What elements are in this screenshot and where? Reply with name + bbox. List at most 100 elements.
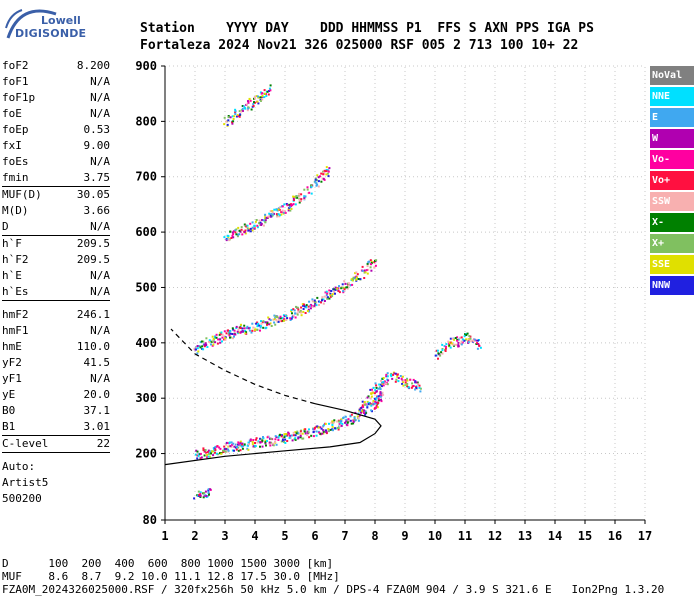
echo-point-trace-1 bbox=[356, 276, 358, 279]
echo-point-trace-1 bbox=[329, 295, 332, 298]
scaled-parameters-panel: foF2 8.200 foF1 N/A foF1p N/A foE N/A foEp 0.53 fx… bbox=[2, 58, 110, 507]
echo-point-trace-6 bbox=[199, 496, 202, 498]
echo-point-trace-1 bbox=[354, 272, 357, 275]
echo-point-trace-1 bbox=[332, 288, 335, 291]
echo-point-trace-2 bbox=[325, 170, 328, 173]
echo-point-trace-0 bbox=[357, 412, 360, 415]
echo-point-trace-0 bbox=[352, 422, 355, 425]
echo-point-trace-0 bbox=[227, 449, 230, 452]
echo-point-trace-1 bbox=[206, 346, 209, 348]
echo-point-trace-0 bbox=[199, 457, 202, 460]
echo-point-trace-1 bbox=[221, 336, 224, 339]
echo-point-trace-5 bbox=[445, 343, 448, 346]
echo-point-trace-3 bbox=[240, 110, 243, 113]
echo-point-trace-0 bbox=[345, 420, 348, 423]
echo-point-trace-1 bbox=[267, 316, 270, 319]
echo-point-trace-3 bbox=[257, 95, 259, 98]
echo-point-trace-2 bbox=[327, 170, 330, 173]
echo-point-trace-0 bbox=[208, 455, 211, 458]
echo-point-trace-1 bbox=[342, 291, 345, 294]
echo-point-trace-0 bbox=[214, 449, 217, 451]
echo-point-trace-1 bbox=[195, 346, 198, 349]
echo-point-trace-4 bbox=[418, 386, 421, 389]
param-name: fmin bbox=[2, 171, 29, 184]
echo-point-trace-1 bbox=[347, 282, 350, 285]
echo-point-trace-5 bbox=[457, 338, 460, 341]
echo-point-trace-1 bbox=[294, 312, 297, 315]
echo-point-trace-2 bbox=[284, 211, 287, 214]
echo-point-trace-5 bbox=[465, 334, 468, 336]
echo-point-trace-4 bbox=[412, 378, 415, 381]
echo-point-trace-1 bbox=[302, 304, 305, 307]
echo-point-trace-5 bbox=[457, 344, 460, 347]
echo-point-trace-2 bbox=[236, 233, 239, 236]
echo-point-trace-1 bbox=[361, 265, 364, 268]
axes: 1 2 3 4 5 6 7 8 9 10 11 12 13 14 15 16 17802003004005006… bbox=[135, 59, 652, 543]
echo-point-trace-0 bbox=[382, 393, 385, 396]
echo-point-trace-0 bbox=[358, 409, 361, 412]
echo-point-trace-0 bbox=[219, 452, 221, 455]
separator bbox=[2, 186, 110, 187]
echo-point-trace-1 bbox=[310, 304, 313, 307]
echo-point-trace-4 bbox=[402, 381, 405, 383]
echo-point-trace-4 bbox=[386, 383, 389, 386]
echo-point-trace-0 bbox=[325, 431, 328, 434]
echo-point-trace-0 bbox=[352, 420, 355, 423]
echo-point-trace-1 bbox=[205, 344, 208, 346]
echo-point-trace-0 bbox=[251, 441, 254, 444]
echo-point-trace-0 bbox=[196, 454, 199, 457]
echo-point-trace-1 bbox=[350, 278, 353, 281]
echo-point-trace-1 bbox=[369, 259, 372, 262]
x-tick-label: 2 bbox=[191, 529, 198, 543]
y-tick-label: 300 bbox=[135, 391, 157, 405]
echo-traces bbox=[193, 84, 482, 500]
echo-point-trace-4 bbox=[369, 388, 372, 391]
echo-point-trace-1 bbox=[235, 325, 238, 328]
echo-point-trace-4 bbox=[361, 400, 364, 403]
echo-point-trace-6 bbox=[207, 488, 210, 491]
echo-point-trace-1 bbox=[305, 304, 308, 307]
echo-point-trace-1 bbox=[234, 333, 237, 336]
echo-point-trace-4 bbox=[411, 382, 414, 385]
echo-point-trace-0 bbox=[262, 437, 265, 440]
echo-point-trace-3 bbox=[234, 108, 237, 111]
echo-point-trace-1 bbox=[212, 340, 215, 343]
echo-point-trace-0 bbox=[295, 432, 298, 435]
echo-point-trace-0 bbox=[346, 421, 349, 424]
echo-point-trace-1 bbox=[328, 297, 331, 300]
echo-point-trace-2 bbox=[254, 220, 257, 223]
echo-point-trace-0 bbox=[283, 433, 286, 436]
echo-point-trace-1 bbox=[202, 348, 205, 351]
param-value: 30.05 bbox=[76, 188, 110, 201]
echo-point-trace-0 bbox=[330, 421, 333, 424]
echo-point-trace-5 bbox=[459, 336, 462, 339]
echo-point-trace-0 bbox=[377, 397, 380, 400]
echo-point-trace-4 bbox=[371, 391, 374, 394]
echo-point-trace-1 bbox=[344, 282, 347, 285]
echo-point-trace-4 bbox=[392, 373, 395, 376]
echo-point-trace-1 bbox=[297, 310, 300, 313]
echo-point-trace-3 bbox=[269, 89, 272, 92]
y-tick-label: 800 bbox=[135, 114, 157, 128]
echo-point-trace-0 bbox=[353, 417, 356, 420]
echo-point-trace-0 bbox=[278, 435, 281, 438]
param-row: hmF2 246.1 bbox=[2, 307, 110, 323]
echo-point-trace-0 bbox=[286, 434, 289, 437]
echo-point-trace-0 bbox=[234, 446, 237, 449]
echo-point-trace-1 bbox=[242, 330, 245, 333]
echo-point-trace-0 bbox=[226, 442, 229, 444]
echo-point-trace-2 bbox=[223, 236, 226, 239]
echo-point-trace-0 bbox=[322, 430, 325, 433]
echo-point-trace-4 bbox=[360, 406, 363, 409]
echo-point-trace-6 bbox=[205, 495, 208, 497]
echo-point-trace-1 bbox=[231, 333, 234, 335]
echo-point-trace-0 bbox=[292, 431, 295, 434]
echo-point-trace-0 bbox=[232, 442, 235, 445]
echo-point-trace-1 bbox=[341, 283, 344, 286]
echo-point-trace-0 bbox=[337, 428, 340, 431]
x-tick-label: 6 bbox=[311, 529, 318, 543]
echo-point-trace-1 bbox=[334, 286, 337, 289]
echo-point-trace-0 bbox=[266, 436, 269, 439]
echo-point-trace-2 bbox=[247, 229, 250, 232]
echo-point-trace-0 bbox=[377, 395, 380, 398]
